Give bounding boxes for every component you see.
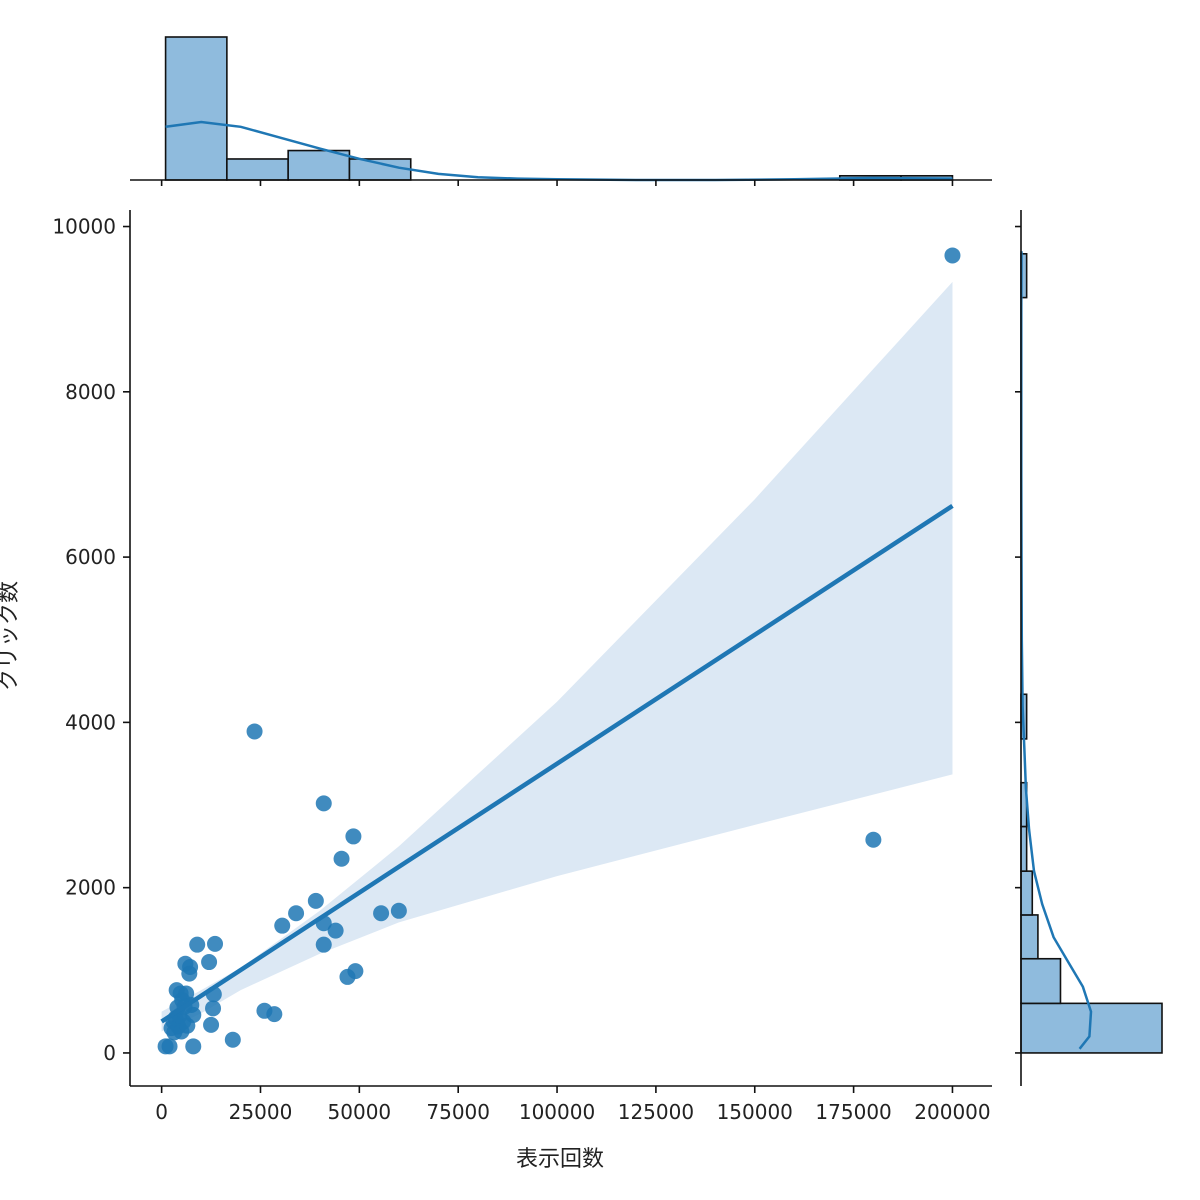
y-tick-label: 4000: [65, 710, 116, 734]
x-tick-label: 25000: [229, 1100, 293, 1124]
data-point: [185, 1038, 202, 1055]
data-point: [224, 1031, 241, 1048]
scatter-panel: 0 25000 50000 75000 100000 125000 150000 175000…: [52, 210, 992, 1124]
data-point: [185, 1006, 202, 1023]
data-point: [865, 831, 882, 848]
data-point: [203, 1016, 220, 1033]
data-point: [373, 905, 390, 922]
x-tick-label: 100000: [519, 1100, 595, 1124]
confidence-band: [161, 281, 953, 1032]
y-tick-label: 2000: [65, 876, 116, 900]
data-point: [274, 917, 291, 934]
x-hist-bar: [226, 158, 289, 181]
marginal-y-histogram: [1015, 210, 1163, 1086]
data-point: [390, 902, 407, 919]
x-hist-bar: [348, 158, 412, 181]
data-point: [327, 922, 344, 939]
y-hist-bar: [1020, 825, 1028, 872]
marginal-x-histogram: [130, 36, 992, 186]
data-point: [266, 1006, 283, 1023]
x-tick-label: 200000: [914, 1100, 990, 1124]
data-point: [347, 963, 364, 980]
data-point: [205, 1000, 222, 1017]
y-hist-bar: [1020, 957, 1062, 1005]
data-point: [315, 936, 332, 953]
data-point: [201, 954, 218, 971]
x-axis-label: 表示回数: [516, 1147, 604, 1172]
x-hist-bar: [164, 36, 228, 181]
x-tick-label: 50000: [328, 1100, 392, 1124]
x-tick-label: 75000: [426, 1100, 490, 1124]
x-hist-bar: [287, 149, 351, 181]
y-hist-bar: [1020, 914, 1039, 960]
data-point: [207, 935, 224, 952]
data-point: [246, 723, 263, 740]
data-point: [345, 828, 362, 845]
y-tick-label: 10000: [52, 215, 116, 239]
data-point: [307, 892, 324, 909]
data-point: [182, 958, 199, 975]
regression-line: [160, 503, 954, 1024]
x-tick-label: 125000: [618, 1100, 694, 1124]
main-axes: 0 25000 50000 75000 100000 125000 150000 175000…: [52, 210, 992, 1124]
data-point: [333, 850, 350, 867]
y-hist-bar: [1020, 870, 1034, 916]
x-tick-label: 175000: [815, 1100, 891, 1124]
y-axis-label: クリック数: [0, 581, 22, 691]
y-tick-label: 0: [103, 1041, 116, 1065]
data-point: [161, 1038, 178, 1055]
x-tick-label: 150000: [717, 1100, 793, 1124]
y-tick-label: 8000: [65, 380, 116, 404]
y-tick-label: 6000: [65, 545, 116, 569]
data-point: [189, 936, 206, 953]
data-point: [944, 247, 961, 264]
data-point: [288, 905, 305, 922]
data-point: [315, 795, 332, 812]
scatter-points: [157, 247, 961, 1055]
x-tick-label: 0: [155, 1100, 168, 1124]
